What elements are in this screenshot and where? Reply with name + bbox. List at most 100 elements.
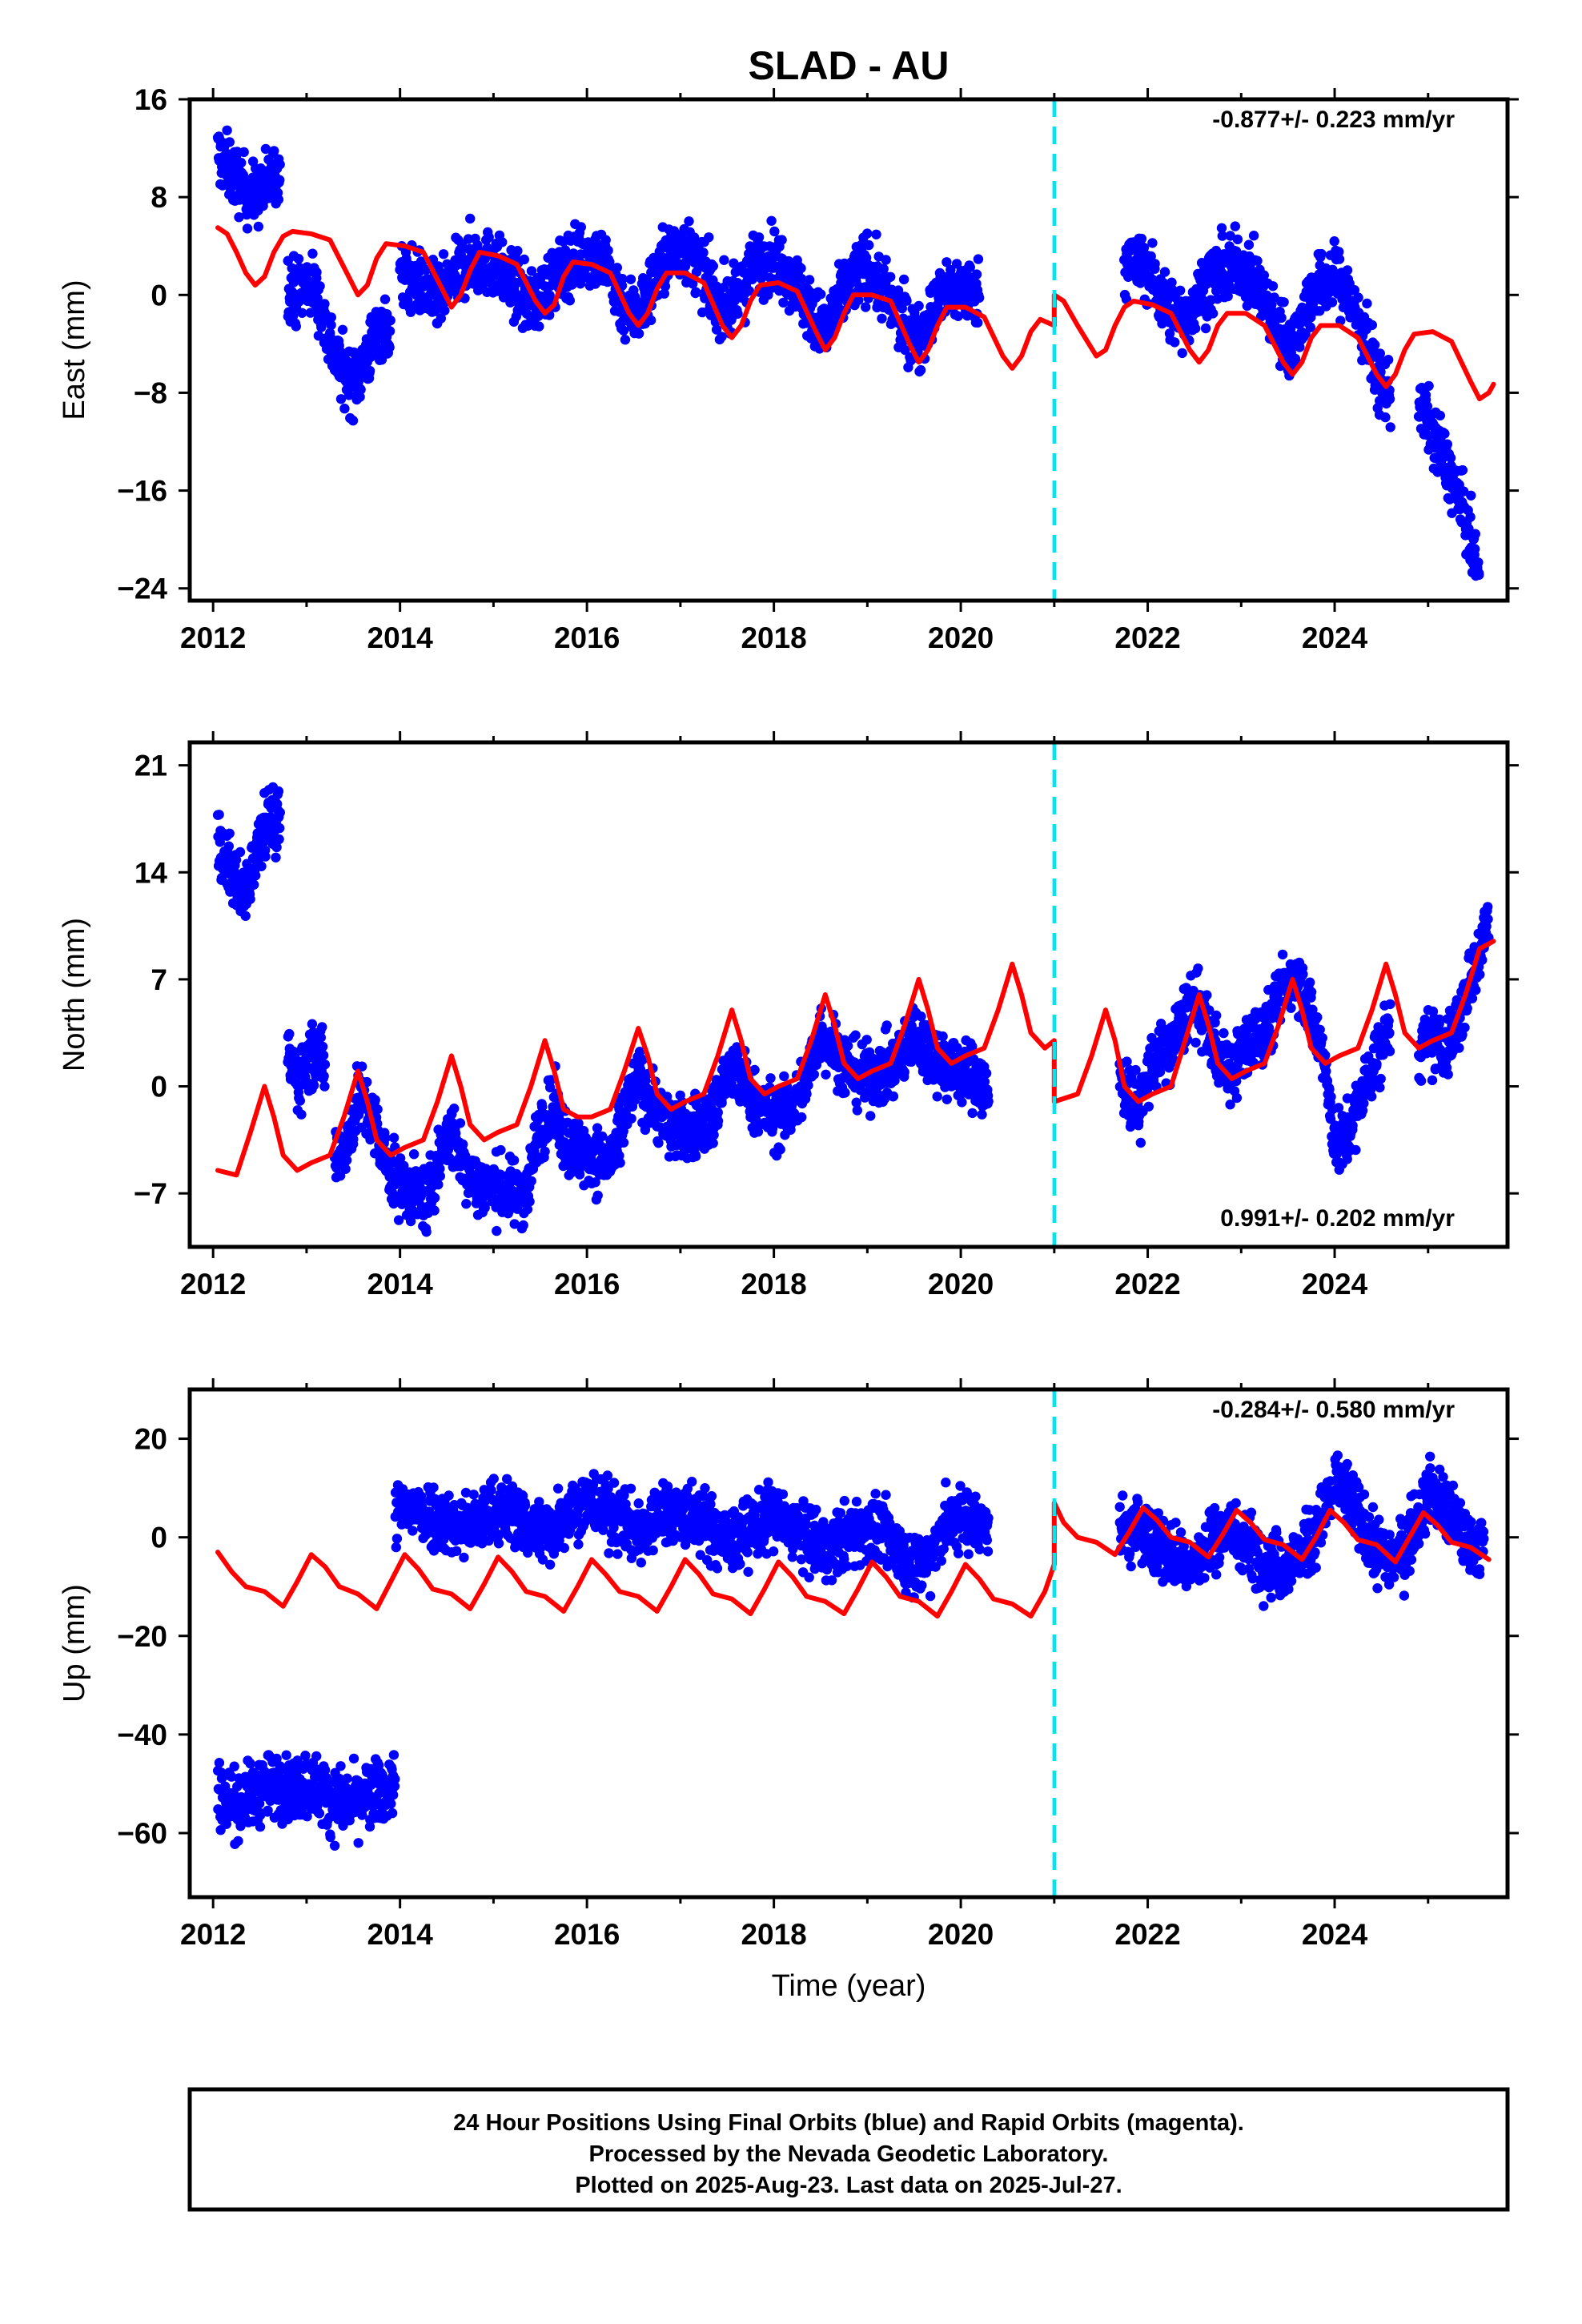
data-point: [365, 352, 376, 363]
data-point: [234, 212, 244, 223]
data-point: [840, 1088, 850, 1098]
rate-label-east: -0.877+/- 0.223 mm/yr: [1212, 107, 1455, 133]
data-point: [711, 1075, 721, 1085]
data-point: [461, 1199, 472, 1209]
data-point: [617, 274, 628, 284]
data-point: [526, 1176, 536, 1187]
data-point: [640, 1124, 651, 1136]
data-point: [713, 1116, 724, 1126]
data-point: [364, 365, 375, 376]
data-point: [965, 262, 976, 272]
data-point: [1267, 281, 1279, 292]
data-point: [905, 356, 916, 366]
data-point: [618, 325, 629, 336]
data-point: [308, 1080, 319, 1091]
data-point: [1216, 223, 1227, 233]
data-point: [690, 287, 701, 297]
data-point: [1202, 990, 1212, 1000]
data-point: [574, 1169, 585, 1180]
data-point: [635, 1063, 646, 1075]
data-point: [215, 837, 225, 847]
data-point: [977, 1109, 987, 1120]
data-point: [765, 1073, 776, 1084]
data-point: [1459, 486, 1469, 497]
data-point: [1190, 323, 1201, 334]
data-point: [626, 1113, 636, 1124]
y-axis-label-east: East (mm): [58, 279, 91, 420]
data-point: [749, 1064, 760, 1076]
data-point: [633, 328, 644, 339]
data-point: [979, 1076, 990, 1088]
data-point: [379, 294, 391, 304]
data-point: [590, 1177, 600, 1188]
data-point: [315, 281, 325, 292]
data-point: [1130, 1064, 1141, 1076]
data-point: [399, 1160, 409, 1172]
data-point: [612, 263, 622, 273]
data-point: [850, 1030, 861, 1040]
data-point: [688, 279, 698, 289]
data-point: [534, 321, 544, 332]
data-point: [1445, 452, 1456, 463]
data-point: [967, 1041, 978, 1051]
data-point: [348, 1134, 359, 1144]
y-tick-label: 8: [151, 181, 167, 214]
data-point: [524, 1196, 535, 1207]
data-point: [1159, 267, 1170, 277]
data-point: [934, 296, 945, 307]
data-point: [698, 247, 709, 258]
data-point: [901, 296, 912, 306]
data-point: [777, 235, 787, 245]
data-point: [384, 326, 396, 336]
data-point: [893, 285, 904, 296]
data-point: [803, 1080, 813, 1091]
data-point: [819, 304, 829, 314]
data-point: [865, 1111, 876, 1121]
data-point: [275, 159, 285, 170]
data-point: [1143, 1101, 1154, 1112]
x-tick-label: 2018: [741, 621, 806, 654]
data-point: [253, 221, 263, 232]
data-point: [249, 879, 259, 890]
y-tick-label: 16: [135, 83, 167, 116]
data-point: [862, 228, 873, 239]
data-point: [815, 289, 826, 300]
data-point: [797, 1112, 807, 1123]
data-point: [518, 1220, 528, 1231]
data-point: [899, 1067, 909, 1078]
data-point: [967, 1108, 978, 1119]
data-point: [1136, 233, 1147, 244]
data-point: [317, 1041, 328, 1052]
data-point: [319, 1059, 331, 1070]
data-point: [1219, 1027, 1229, 1039]
data-point: [573, 1118, 584, 1129]
data-point: [1135, 1137, 1146, 1148]
data-point: [245, 894, 255, 904]
data-point: [235, 846, 246, 858]
data-point: [684, 216, 694, 227]
data-point: [778, 297, 789, 308]
data-point: [269, 146, 279, 156]
data-point: [1375, 348, 1386, 359]
data-point: [1423, 380, 1434, 392]
data-point: [315, 1032, 326, 1043]
data-point: [729, 258, 739, 268]
data-point: [1207, 308, 1219, 319]
data-point: [942, 257, 952, 267]
data-point: [971, 269, 982, 279]
data-point: [1276, 312, 1287, 324]
data-point: [275, 175, 285, 185]
data-point: [492, 1225, 502, 1236]
data-point: [1385, 422, 1395, 432]
x-tick-label: 2014: [367, 621, 434, 654]
panels: 2012 2014 2016 2018 2020 2022 2024−24−16−80816…: [58, 83, 1519, 2003]
data-point: [1305, 322, 1316, 332]
data-point: [429, 1205, 440, 1216]
data-point: [507, 264, 518, 275]
data-point: [325, 328, 335, 338]
data-point: [685, 1143, 695, 1154]
data-point: [393, 1215, 404, 1225]
data-point: [1316, 248, 1327, 259]
data-point: [560, 245, 571, 255]
